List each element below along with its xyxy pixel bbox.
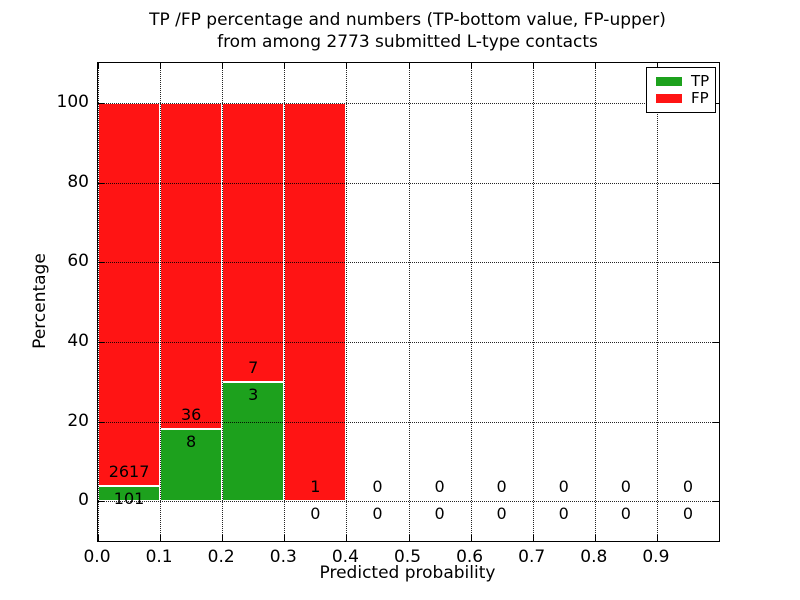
tp-count-label: 0 — [372, 504, 383, 524]
x-gridline — [222, 63, 224, 541]
x-tick-mark — [656, 63, 658, 69]
x-tick-label: 0.1 — [145, 547, 173, 567]
x-tick-mark — [160, 63, 162, 69]
x-gridline — [532, 63, 534, 541]
fp-count-label: 0 — [372, 477, 383, 497]
x-tick-mark — [222, 63, 224, 69]
bar-value-labels-layer: 2617 101 36 8 7 3 1 0 0 0 0 0 0 0 0 0 0 0 0 0 — [98, 63, 719, 541]
x-tick-label: 0.2 — [207, 547, 235, 567]
x-gridline — [594, 63, 596, 541]
y-tick-label: 60 — [67, 251, 89, 272]
tp-count-label: 101 — [113, 489, 145, 509]
x-tick-mark — [470, 535, 472, 541]
y-tick-mark — [713, 501, 719, 503]
tp-count-label: 8 — [186, 431, 197, 451]
tp-bar — [160, 428, 223, 502]
tp-count-label: 0 — [682, 504, 694, 524]
tp-count-label: 3 — [248, 384, 259, 404]
fp-count-label: 1 — [310, 477, 321, 497]
y-tick-label: 0 — [78, 490, 89, 511]
legend-entry: TP — [656, 73, 709, 90]
y-tick-mark — [98, 501, 104, 503]
x-tick-label: 0.0 — [83, 547, 111, 567]
x-tick-mark — [594, 535, 596, 541]
x-tick-label: 0.4 — [331, 547, 359, 567]
x-axis-label: Predicted probability — [319, 563, 496, 583]
y-tick-mark — [98, 102, 104, 104]
x-tick-mark — [532, 63, 534, 69]
x-tick-mark — [470, 63, 472, 69]
tp-count-label: 0 — [434, 504, 445, 524]
tp-legend-swatch — [656, 77, 682, 86]
x-gridline — [98, 63, 99, 541]
x-gridline — [408, 63, 410, 541]
y-axis-label: Percentage — [30, 253, 50, 349]
x-tick-mark — [222, 535, 224, 541]
bars-layer — [98, 63, 719, 541]
x-gridline — [346, 63, 348, 541]
chart-title: TP /FP percentage and numbers (TP-bottom… — [97, 9, 718, 53]
fp-count-label: 2617 — [108, 462, 150, 482]
x-gridline — [284, 63, 286, 541]
x-tick-label: 0.6 — [456, 547, 484, 567]
y-tick-mark — [713, 182, 719, 184]
y-tick-label: 80 — [67, 171, 89, 192]
x-tick-mark — [408, 535, 410, 541]
fp-count-label: 0 — [682, 477, 694, 497]
legend-entry-label: TP — [691, 72, 710, 90]
fp-count-label: 36 — [180, 404, 202, 424]
legend-entry: FP — [656, 90, 709, 107]
y-tick-mark — [98, 182, 104, 184]
plot-area: 2617 101 36 8 7 3 1 0 0 0 0 0 0 0 0 0 0 0 0 0 TP FP — [97, 62, 720, 542]
x-tick-label: 0.8 — [580, 547, 608, 567]
chart-title-line1: TP /FP percentage and numbers (TP-bottom… — [149, 10, 666, 30]
fp-legend-swatch — [656, 94, 682, 103]
x-tick-label: 0.3 — [269, 547, 297, 567]
x-tick-mark — [408, 63, 410, 69]
x-gridline — [160, 63, 162, 541]
legend: TP FP — [646, 67, 716, 113]
y-tick-mark — [713, 262, 719, 264]
x-tick-label: 0.5 — [393, 547, 422, 567]
x-tick-label: 0.9 — [642, 547, 670, 567]
y-tick-label: 40 — [67, 330, 89, 351]
y-tick-mark — [713, 421, 719, 423]
x-tick-mark — [594, 63, 596, 69]
tp-count-label: 0 — [620, 504, 631, 524]
x-tick-mark — [98, 63, 99, 69]
y-tick-label: 20 — [67, 410, 89, 431]
x-tick-mark — [160, 535, 162, 541]
y-tick-mark — [713, 102, 719, 104]
tp-count-label: 0 — [496, 504, 507, 524]
y-tick-mark — [98, 341, 104, 343]
x-tick-mark — [346, 535, 348, 541]
fp-bar — [160, 102, 223, 429]
x-gridline — [470, 63, 472, 541]
x-tick-mark — [346, 63, 348, 69]
y-tick-mark — [98, 262, 104, 264]
fp-count-label: 0 — [558, 477, 569, 497]
x-gridline — [656, 63, 658, 541]
x-tick-mark — [98, 535, 99, 541]
x-tick-mark — [532, 535, 534, 541]
tp-count-label: 0 — [310, 504, 321, 524]
legend-entry-label: FP — [691, 89, 709, 107]
x-tick-mark — [656, 535, 658, 541]
tp-count-label: 0 — [558, 504, 569, 524]
grid-layer — [98, 63, 719, 541]
y-tick-mark — [713, 341, 719, 343]
y-tick-label: 100 — [56, 91, 89, 112]
tick-marks-layer — [98, 63, 719, 541]
fp-count-label: 0 — [434, 477, 445, 497]
y-tick-mark — [98, 421, 104, 423]
x-tick-mark — [284, 535, 286, 541]
fp-count-label: 7 — [248, 357, 259, 377]
x-tick-mark — [284, 63, 286, 69]
x-tick-label: 0.7 — [518, 547, 546, 567]
fp-count-label: 0 — [620, 477, 631, 497]
chart-title-line2: from among 2773 submitted L-type contact… — [217, 32, 598, 52]
fp-count-label: 0 — [496, 477, 507, 497]
